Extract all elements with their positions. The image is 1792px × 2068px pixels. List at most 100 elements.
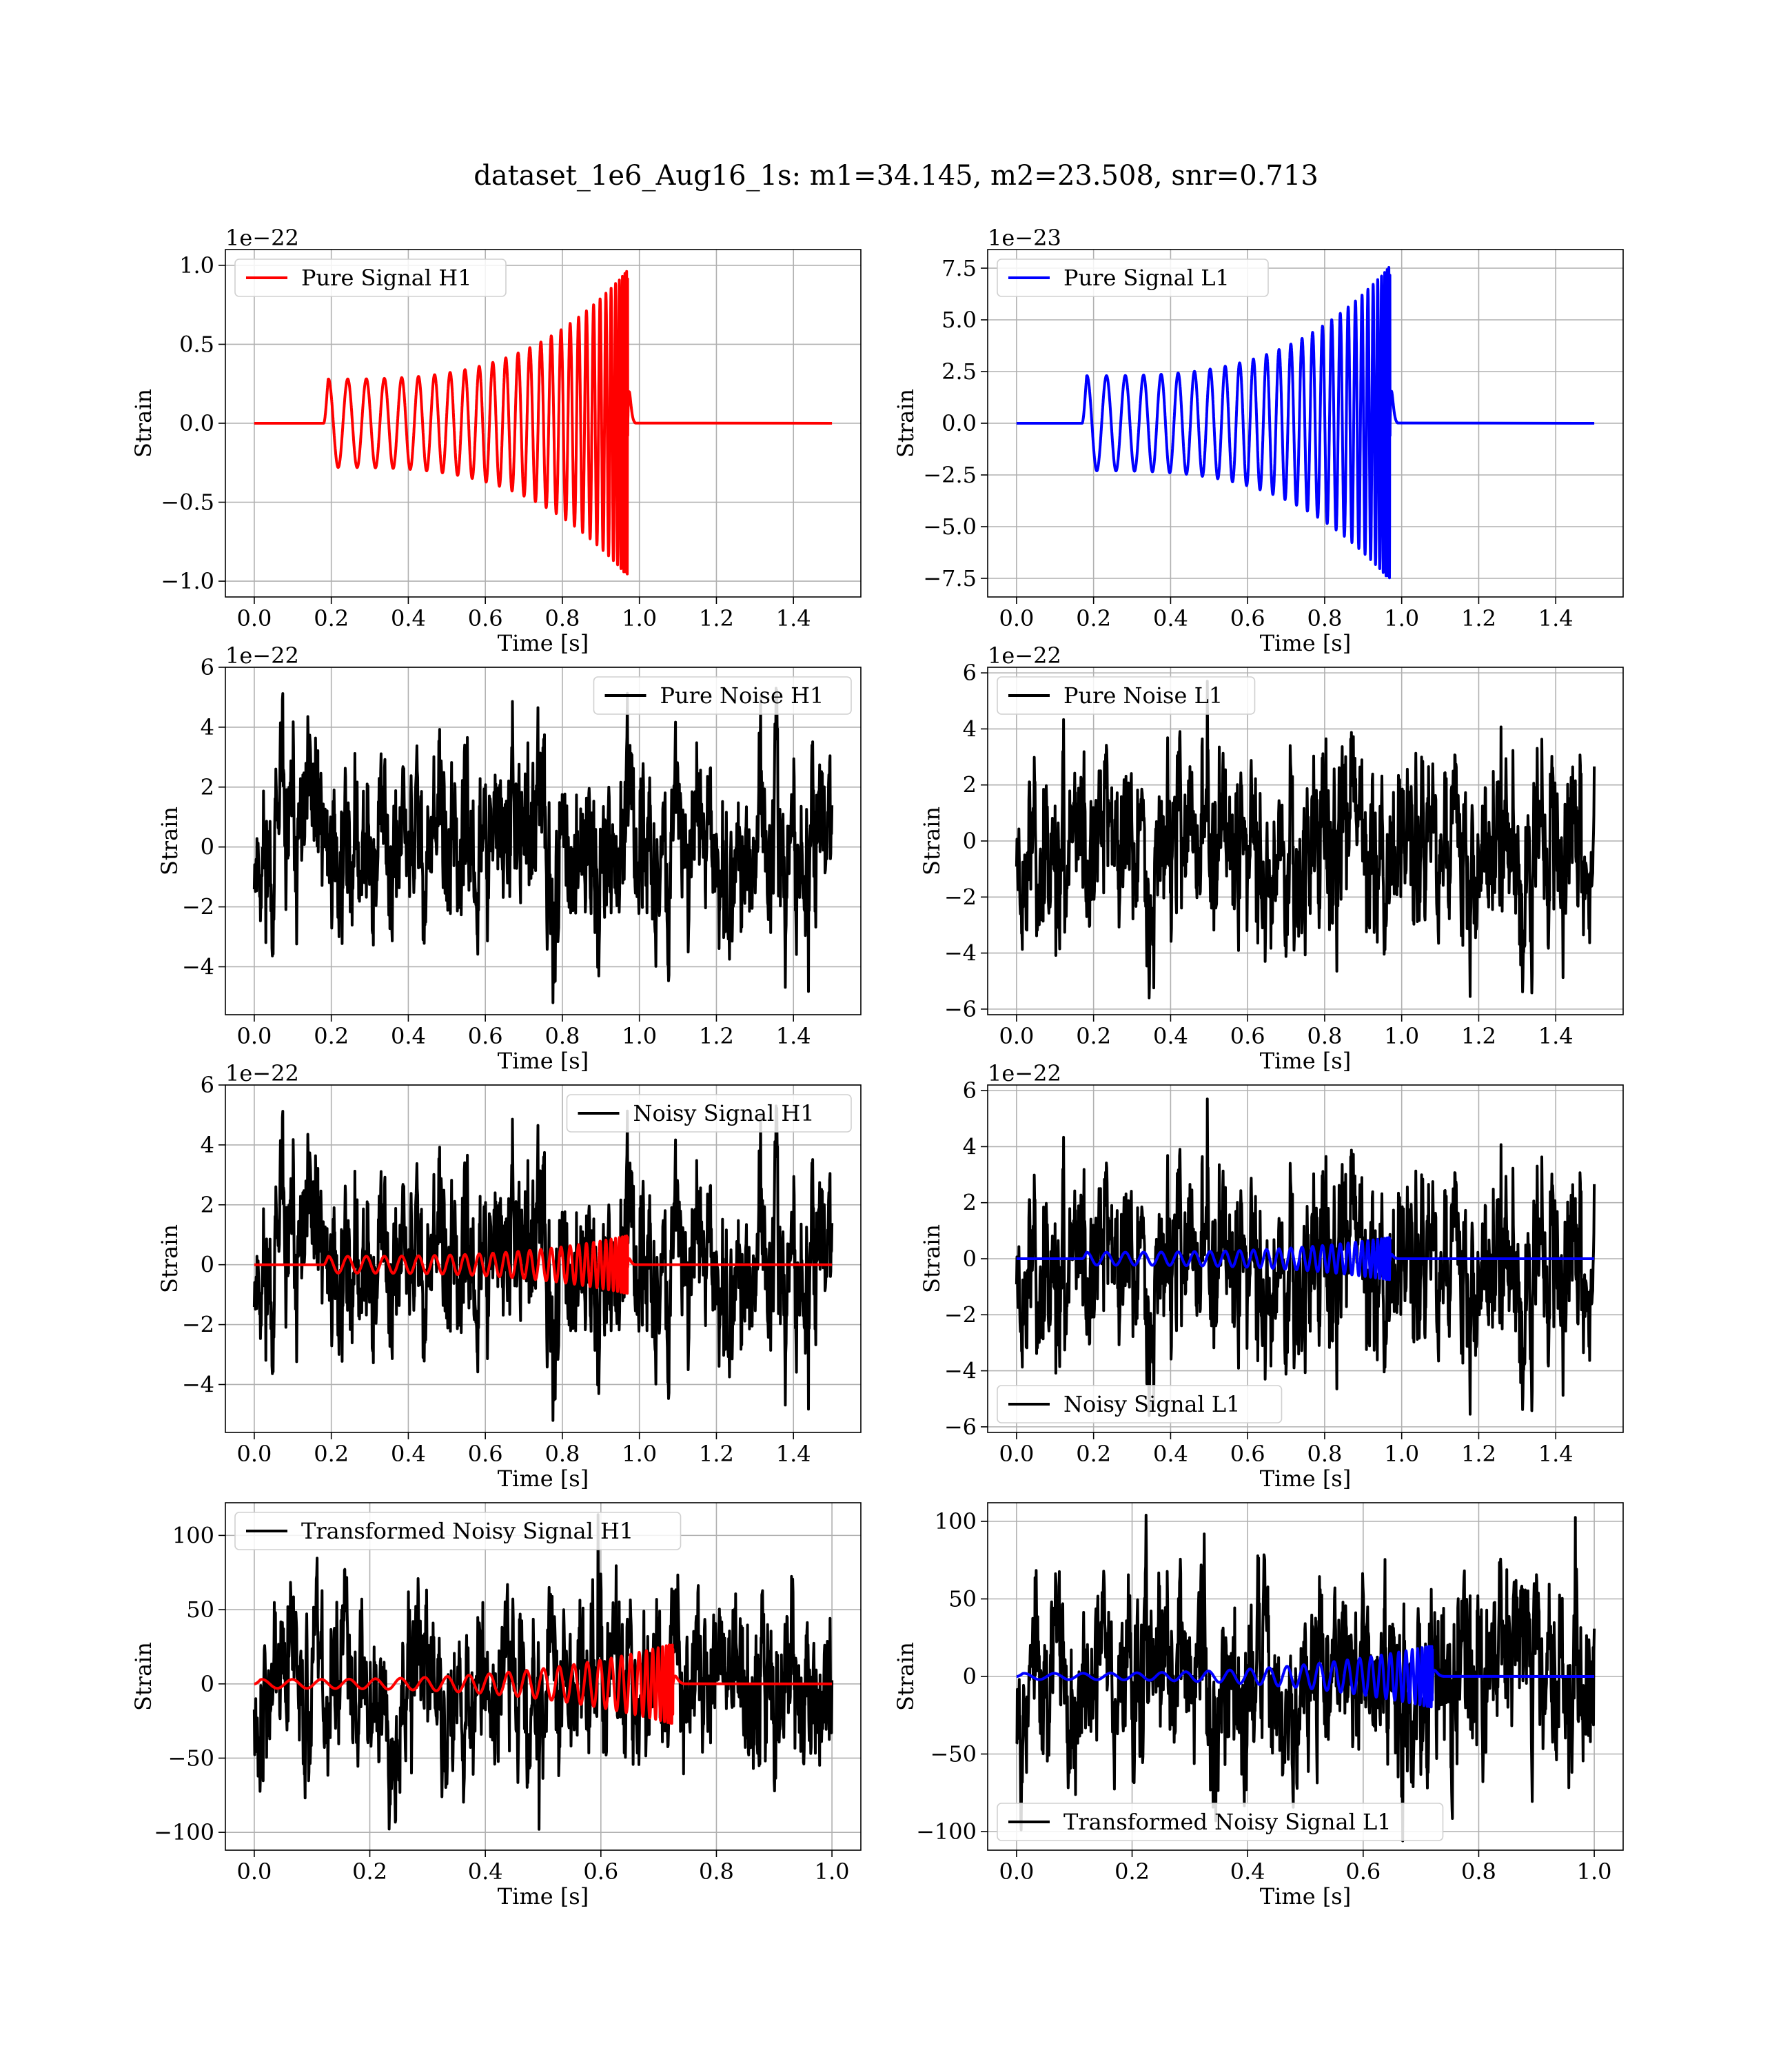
subplot-row2-left: 0.0 0.2 0.4 0.6 0.8 1.0 1.2 1.4 −4 −2 0 2 4 6 Time [s]… — [156, 642, 862, 1074]
x-axis-label: Time [s] — [498, 1048, 589, 1074]
x-tick-label: 0.8 — [699, 1858, 734, 1885]
axis-offset-text: 1e−22 — [225, 225, 299, 251]
y-tick-label: −100 — [916, 1818, 977, 1845]
y-tick-label: 2.5 — [941, 358, 977, 385]
legend-box — [997, 676, 1256, 715]
y-tick-label: −2 — [182, 1312, 214, 1338]
subplot-row2-right: 0.0 0.2 0.4 0.6 0.8 1.0 1.2 1.4 −6 −4 −2 0 2 4 6 Time [… — [919, 642, 1624, 1074]
y-tick-label: 6 — [201, 1072, 214, 1098]
y-axis-label: Strain — [893, 389, 919, 458]
x-tick-label: 1.4 — [1538, 605, 1574, 631]
x-tick-label: 0.0 — [999, 1441, 1034, 1467]
signal-line — [254, 1234, 833, 1295]
x-tick-label: 0.6 — [468, 605, 503, 631]
x-tick-label: 0.4 — [468, 1858, 503, 1885]
x-tick-label: 0.0 — [999, 1023, 1034, 1049]
x-tick-label: 0.0 — [236, 1441, 272, 1467]
y-tick-label: −4 — [944, 940, 977, 966]
y-axis-label: Strain — [130, 1642, 156, 1711]
noise-line — [1015, 1097, 1596, 1417]
x-tick-label: 1.2 — [699, 1023, 734, 1049]
x-tick-label: 1.2 — [699, 605, 734, 631]
noise-line — [252, 1513, 834, 1831]
x-tick-label: 0.8 — [1307, 605, 1342, 631]
signal-line — [254, 270, 833, 576]
y-tick-label: 4 — [201, 714, 214, 740]
y-tick-label: 0 — [963, 1663, 977, 1690]
axes-frame — [225, 667, 862, 1015]
legend-label: Pure Noise L1 — [1063, 682, 1223, 709]
x-tick-label: 1.2 — [1461, 605, 1496, 631]
series-group — [1016, 266, 1595, 580]
x-axis-label: Time [s] — [1260, 1048, 1351, 1074]
x-tick-label: 0.8 — [544, 605, 580, 631]
x-tick-label: 1.4 — [776, 1023, 811, 1049]
x-tick-label: 0.8 — [544, 1023, 580, 1049]
figure-title: dataset_1e6_Aug16_1s: m1=34.145, m2=23.5… — [474, 160, 1318, 192]
y-tick-label: 100 — [935, 1508, 977, 1534]
signal-line — [1015, 1645, 1595, 1709]
y-tick-label: 1.0 — [179, 252, 214, 278]
y-tick-label: −50 — [167, 1745, 214, 1771]
x-tick-label: 0.6 — [1230, 1441, 1265, 1467]
legend-label: Noisy Signal H1 — [633, 1100, 815, 1126]
y-tick-label: 50 — [186, 1596, 214, 1623]
x-tick-label: 1.0 — [1577, 1858, 1612, 1885]
y-tick-label: −7.5 — [923, 565, 977, 591]
x-tick-label: 0.6 — [583, 1858, 618, 1885]
x-tick-label: 1.4 — [776, 1441, 811, 1467]
x-tick-label: 1.2 — [699, 1441, 734, 1467]
y-tick-label: 6 — [963, 1077, 977, 1104]
y-tick-label: 2 — [201, 1192, 214, 1218]
legend-box — [997, 1803, 1444, 1841]
x-tick-label: 0.8 — [544, 1441, 580, 1467]
series-group — [1015, 1097, 1596, 1417]
x-tick-label: 1.4 — [1538, 1023, 1574, 1049]
subplot-row3-left: 0.0 0.2 0.4 0.6 0.8 1.0 1.2 1.4 −4 −2 0 2 4 6 Time [s]… — [156, 1060, 862, 1492]
x-tick-label: 1.0 — [1384, 605, 1419, 631]
y-tick-label: −4 — [944, 1358, 977, 1384]
y-tick-label: 0 — [963, 828, 977, 854]
series-group — [254, 270, 833, 576]
x-tick-label: 1.0 — [815, 1858, 850, 1885]
y-tick-label: 50 — [948, 1586, 977, 1612]
y-tick-label: 0 — [201, 1671, 214, 1697]
x-tick-label: 0.8 — [1307, 1441, 1342, 1467]
x-tick-label: 0.4 — [391, 1023, 426, 1049]
subplot-bottom-right: 0.0 0.2 0.4 0.6 0.8 1.0 −100 −50 0 50 100 Time [s] S… — [893, 1502, 1624, 1909]
series-group — [1015, 680, 1596, 1000]
x-tick-label: 0.4 — [1153, 1441, 1188, 1467]
x-tick-label: 0.2 — [314, 605, 349, 631]
x-tick-label: 0.0 — [999, 605, 1034, 631]
x-tick-label: 0.6 — [468, 1441, 503, 1467]
legend: Pure Noise L1 — [997, 676, 1256, 715]
legend-label: Noisy Signal L1 — [1063, 1391, 1241, 1417]
y-tick-label: −6 — [944, 996, 977, 1022]
legend-box — [593, 676, 852, 715]
axis-offset-text: 1e−22 — [988, 642, 1061, 669]
y-tick-label: 6 — [963, 660, 977, 686]
x-tick-label: 0.2 — [352, 1858, 387, 1885]
legend-box — [997, 1385, 1283, 1423]
y-tick-label: 2 — [201, 774, 214, 800]
legend-box — [566, 1094, 852, 1133]
x-tick-label: 0.6 — [1230, 1023, 1265, 1049]
x-tick-label: 1.4 — [1538, 1441, 1574, 1467]
x-tick-label: 0.2 — [1114, 1858, 1150, 1885]
legend: Pure Noise H1 — [593, 676, 852, 715]
y-tick-label: −50 — [930, 1741, 977, 1767]
x-tick-label: 0.0 — [236, 605, 272, 631]
x-tick-label: 0.2 — [314, 1441, 349, 1467]
y-axis-label: Strain — [156, 807, 183, 875]
x-axis-label: Time [s] — [1260, 1466, 1351, 1492]
legend: Noisy Signal H1 — [566, 1094, 852, 1133]
y-axis-label: Strain — [919, 1224, 945, 1293]
x-tick-label: 1.2 — [1461, 1023, 1496, 1049]
axes-frame — [225, 1084, 862, 1433]
y-tick-label: 7.5 — [941, 255, 977, 281]
legend-box — [234, 258, 507, 297]
y-tick-label: 0.0 — [941, 410, 977, 436]
legend: Transformed Noisy Signal L1 — [997, 1803, 1444, 1841]
signal-line — [1016, 1236, 1595, 1281]
y-tick-label: 2 — [963, 1190, 977, 1216]
